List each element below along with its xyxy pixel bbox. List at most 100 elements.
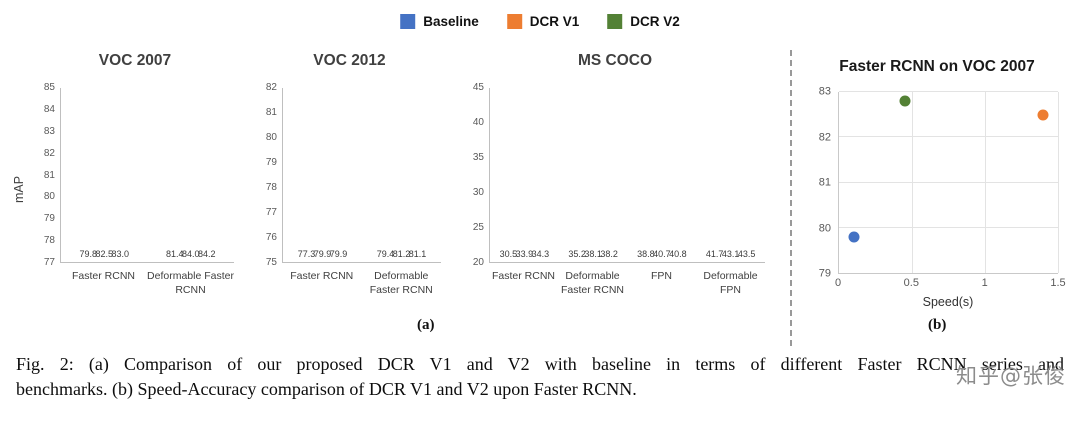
y-tick-label: 83 [818, 85, 831, 98]
scatter-x-axis-title: Speed(s) [922, 295, 974, 309]
bar-value-label: 79.4 [376, 249, 395, 259]
category-labels: Faster RCNN Deformable Faster RCNN FPN Defo… [489, 270, 765, 297]
category-label-faster-rcnn: Faster RCNN [491, 270, 555, 282]
category-label-deformable-faster-rcnn: Deformable Faster RCNN [369, 270, 433, 296]
category-labels: Faster RCNN Deformable Faster RCNN [60, 270, 234, 297]
bar-value-label: 77.3 [297, 249, 316, 259]
bar-value-label: 84.2 [197, 249, 216, 259]
y-tick-label: 78 [43, 235, 55, 247]
category-label-deformable-fpn: Deformable FPN [703, 270, 758, 296]
bar-value-label: 43.5 [737, 249, 756, 259]
bar-charts-area: VOC 2007 77 78 79 80 81 82 83 84 85 79.8 82.5 83.0 81… [36, 52, 765, 297]
panel-divider [790, 50, 792, 346]
scatter-point-baseline [848, 231, 860, 243]
h-gridline [839, 181, 1058, 183]
bar-value-label: 40.8 [669, 249, 687, 259]
v-gridline [911, 92, 913, 273]
bar-value-label: 81.4 [165, 249, 184, 259]
plot-wrap: 20 25 30 35 40 45 30.5 33.9 34.3 35.2 38.1 38.2 38.8… [465, 83, 765, 268]
y-tick-label: 40 [472, 117, 484, 128]
x-tick-label: 0 [834, 277, 842, 289]
h-gridline [839, 136, 1058, 138]
chart-title-ms-coco: MS COCO [577, 52, 653, 69]
bar-value-label: 79.9 [313, 249, 332, 259]
y-tick-label: 77 [43, 257, 55, 268]
y-tick-label: 81 [265, 107, 277, 118]
chart-title-voc-2012: VOC 2012 [313, 52, 386, 69]
bar-chart-voc-2007: VOC 2007 77 78 79 80 81 82 83 84 85 79.8 82.5 83.0 81… [36, 52, 234, 297]
bar-value-label: 81.2 [392, 249, 411, 259]
y-tick-label: 76 [265, 232, 277, 243]
scatter-chart: Faster RCNN on VOC 2007 79 80 81 82 83 0 0.5 1… [812, 58, 1066, 309]
bar-value-label: 34.3 [531, 249, 550, 259]
bar-chart-voc-2012: VOC 2012 75 76 77 78 79 80 81 82 77.3 79.9 79.9 79.4… [258, 52, 441, 297]
bar-value-label: 38.2 [600, 249, 618, 259]
v-gridline [1058, 92, 1059, 273]
y-tick-label: 79 [43, 213, 55, 225]
subfigure-label-b: (b) [928, 317, 947, 333]
category-label-faster-rcnn: Faster RCNN [290, 270, 354, 282]
category-label-deformable-faster-rcnn: Deformable Faster RCNN [147, 270, 234, 296]
legend-swatch-dcr-v1 [506, 14, 522, 29]
scatter-plot-area [838, 91, 1059, 274]
plot-area: 30.5 33.9 34.3 35.2 38.1 38.2 38.8 40.7 40.8 41.7… [489, 88, 765, 263]
caption-line-2: benchmarks. (b) Speed-Accuracy compariso… [16, 378, 637, 399]
v-gridline [984, 92, 986, 273]
category-label-faster-rcnn: Faster RCNN [71, 270, 135, 282]
y-tick-label: 84 [43, 103, 55, 115]
plot-wrap: 77 78 79 80 81 82 83 84 85 79.8 82.5 83.0 81.4 84.0 84… [36, 83, 234, 268]
legend-label-dcr-v1: DCR V1 [529, 14, 580, 29]
h-gridline [839, 91, 1058, 92]
legend-label-dcr-v2: DCR V2 [630, 14, 680, 29]
bar-value-label: 82.5 [95, 249, 114, 259]
bar-value-label: 79.9 [329, 249, 348, 259]
chart-legend: Baseline DCR V1 DCR V2 [400, 14, 680, 29]
legend-swatch-dcr-v2 [607, 14, 623, 29]
category-label-fpn: FPN [651, 270, 672, 282]
y-tick-label: 79 [265, 157, 277, 168]
bar-value-label: 30.5 [499, 249, 518, 259]
category-label-deformable-faster-rcnn: Deformable Faster RCNN [560, 270, 624, 296]
plot-area: 77.3 79.9 79.9 79.4 81.2 81.1 [282, 88, 441, 263]
bar-value-label: 79.8 [79, 249, 98, 259]
y-axis: 20 25 30 35 40 45 [465, 83, 489, 268]
scatter-y-axis: 79 80 81 82 83 [812, 86, 838, 279]
y-tick-label: 80 [265, 132, 277, 143]
bar-value-label: 40.7 [653, 249, 671, 259]
legend-item-baseline: Baseline [400, 14, 479, 29]
y-tick-label: 25 [472, 222, 484, 233]
caption-line-1: Fig. 2: (a) Comparison of our proposed D… [16, 354, 1064, 374]
bar-value-label: 38.1 [584, 249, 602, 259]
y-tick-label: 85 [43, 82, 55, 93]
bar-value-label: 35.2 [568, 249, 586, 259]
scatter-point-dcr-v1 [1037, 109, 1049, 121]
y-tick-label: 81 [818, 176, 831, 189]
y-tick-label: 80 [818, 222, 831, 234]
bar-chart-ms-coco: MS COCO 20 25 30 35 40 45 30.5 33.9 34.3 35.2 38.1 3… [465, 52, 765, 297]
legend-swatch-baseline [400, 14, 416, 29]
scatter-chart-title: Faster RCNN on VOC 2007 [839, 58, 1035, 75]
y-tick-label: 82 [43, 147, 55, 159]
x-tick-label: 1 [981, 277, 988, 289]
scatter-point-dcr-v2 [899, 95, 911, 107]
y-tick-label: 82 [818, 131, 831, 143]
watermark: 知乎@张俊 [956, 364, 1066, 388]
scatter-plot-wrap: 79 80 81 82 83 [812, 86, 1062, 279]
bar-value-label: 81.1 [408, 249, 427, 259]
y-tick-label: 81 [43, 169, 55, 181]
plot-wrap: 75 76 77 78 79 80 81 82 77.3 79.9 79.9 79.4 81.2 81.1 [258, 83, 441, 268]
y-tick-label: 78 [265, 182, 277, 193]
bar-value-label: 38.8 [637, 249, 655, 259]
y-tick-label: 83 [43, 125, 55, 137]
chart-title-voc-2007: VOC 2007 [98, 52, 172, 69]
y-tick-label: 45 [472, 82, 484, 93]
x-tick-label: 0.5 [903, 277, 919, 289]
bar-value-label: 41.7 [705, 249, 724, 259]
y-tick-label: 80 [43, 191, 55, 203]
bar-value-label: 83.0 [111, 249, 130, 259]
bar-value-label: 33.9 [515, 249, 534, 259]
y-tick-label: 79 [818, 267, 831, 280]
y-tick-label: 82 [265, 82, 277, 93]
category-labels: Faster RCNN Deformable Faster RCNN [282, 270, 441, 297]
